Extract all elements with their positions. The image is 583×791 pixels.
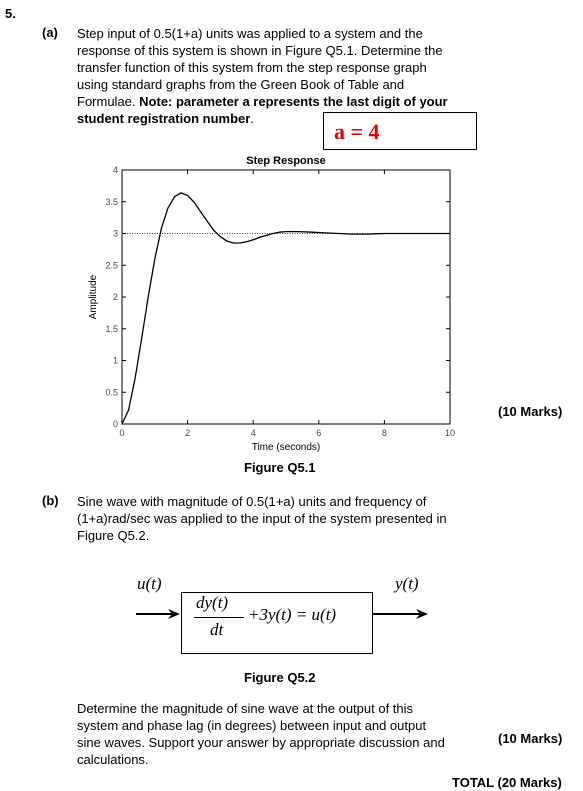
y-tick-label: 1	[113, 356, 118, 366]
y-tick-label: 0.5	[105, 387, 118, 397]
part-a-note-2: student registration number	[77, 111, 251, 126]
part-a-label: (a)	[42, 25, 58, 40]
part-a-line-3: transfer function of this system from th…	[77, 60, 427, 75]
step-response-chart: Step Response 0 2 4 6 8 10 0 0.5 1 1.5 2 2.5 3 3.5 4 Tim…	[88, 155, 455, 453]
part-b-line-2: (1+a)rad/sec was applied to the input of…	[77, 511, 447, 526]
x-tick-label: 8	[382, 428, 387, 438]
equation-numerator: dy(t)	[196, 593, 229, 612]
equation-rest: +3y(t) = u(t)	[248, 605, 337, 624]
y-tick-label: 3	[113, 229, 118, 239]
figure-q5-1-caption: Figure Q5.1	[244, 460, 316, 475]
x-tick-label: 6	[316, 428, 321, 438]
input-arrow-head	[168, 609, 180, 619]
x-tick-label: 4	[251, 428, 256, 438]
response-line	[121, 192, 450, 425]
part-b-q-line-3: sine waves. Support your answer by appro…	[77, 735, 445, 750]
part-b-text: Sine wave with magnitude of 0.5(1+a) uni…	[77, 493, 507, 544]
y-tick-label: 2	[113, 292, 118, 302]
part-a-line-4: using standard graphs from the Green Boo…	[77, 77, 405, 92]
part-a-line-1: Step input of 0.5(1+a) units was applied…	[77, 26, 423, 41]
part-a-marks: (10 Marks)	[498, 404, 563, 419]
chart-title: Step Response	[246, 155, 325, 167]
equation-denominator: dt	[210, 620, 224, 639]
y-axis-label: Amplitude	[88, 274, 99, 319]
part-b-line-3: Figure Q5.2.	[77, 528, 150, 543]
y-tick-label: 1.5	[105, 324, 118, 334]
part-b-marks: (10 Marks)	[498, 731, 563, 746]
a-value-box: a = 4	[323, 112, 477, 150]
y-tick-label: 2.5	[105, 260, 118, 270]
y-tick-label: 4	[113, 165, 118, 175]
x-tick-label: 10	[445, 428, 455, 438]
x-tick-label: 2	[185, 428, 190, 438]
part-b-q-line-4: calculations.	[77, 752, 149, 767]
y-tick-label: 0	[113, 419, 118, 429]
figure-q5-2-caption: Figure Q5.2	[244, 670, 316, 685]
part-b-question: Determine the magnitude of sine wave at …	[77, 700, 497, 768]
total-marks: TOTAL (20 Marks)	[452, 775, 562, 790]
part-a-line-2: response of this system is shown in Figu…	[77, 43, 443, 58]
fraction-bar	[194, 617, 244, 618]
part-b-q-line-1: Determine the magnitude of sine wave at …	[77, 701, 414, 716]
part-b-label: (b)	[42, 493, 59, 508]
signal-arrows	[136, 609, 428, 619]
y-tick-label: 3.5	[105, 197, 118, 207]
x-tick-label: 0	[119, 428, 124, 438]
system-box: dy(t) dt +3y(t) = u(t)	[181, 592, 373, 654]
plot-area	[121, 169, 451, 425]
part-b-line-1: Sine wave with magnitude of 0.5(1+a) uni…	[77, 494, 427, 509]
part-a-note-end: .	[250, 111, 254, 126]
output-label: y(t)	[395, 574, 419, 593]
question-number: 5.	[5, 6, 16, 21]
a-value: a = 4	[334, 119, 380, 144]
part-a-note: Note: parameter a represents the last di…	[139, 94, 448, 109]
part-a-text: Step input of 0.5(1+a) units was applied…	[77, 25, 507, 127]
input-label: u(t)	[137, 574, 162, 593]
part-b-q-line-2: system and phase lag (in degrees) betwee…	[77, 718, 427, 733]
part-a-line-5: Formulae.	[77, 94, 136, 109]
x-axis-label: Time (seconds)	[252, 442, 321, 453]
output-arrow-head	[416, 609, 428, 619]
